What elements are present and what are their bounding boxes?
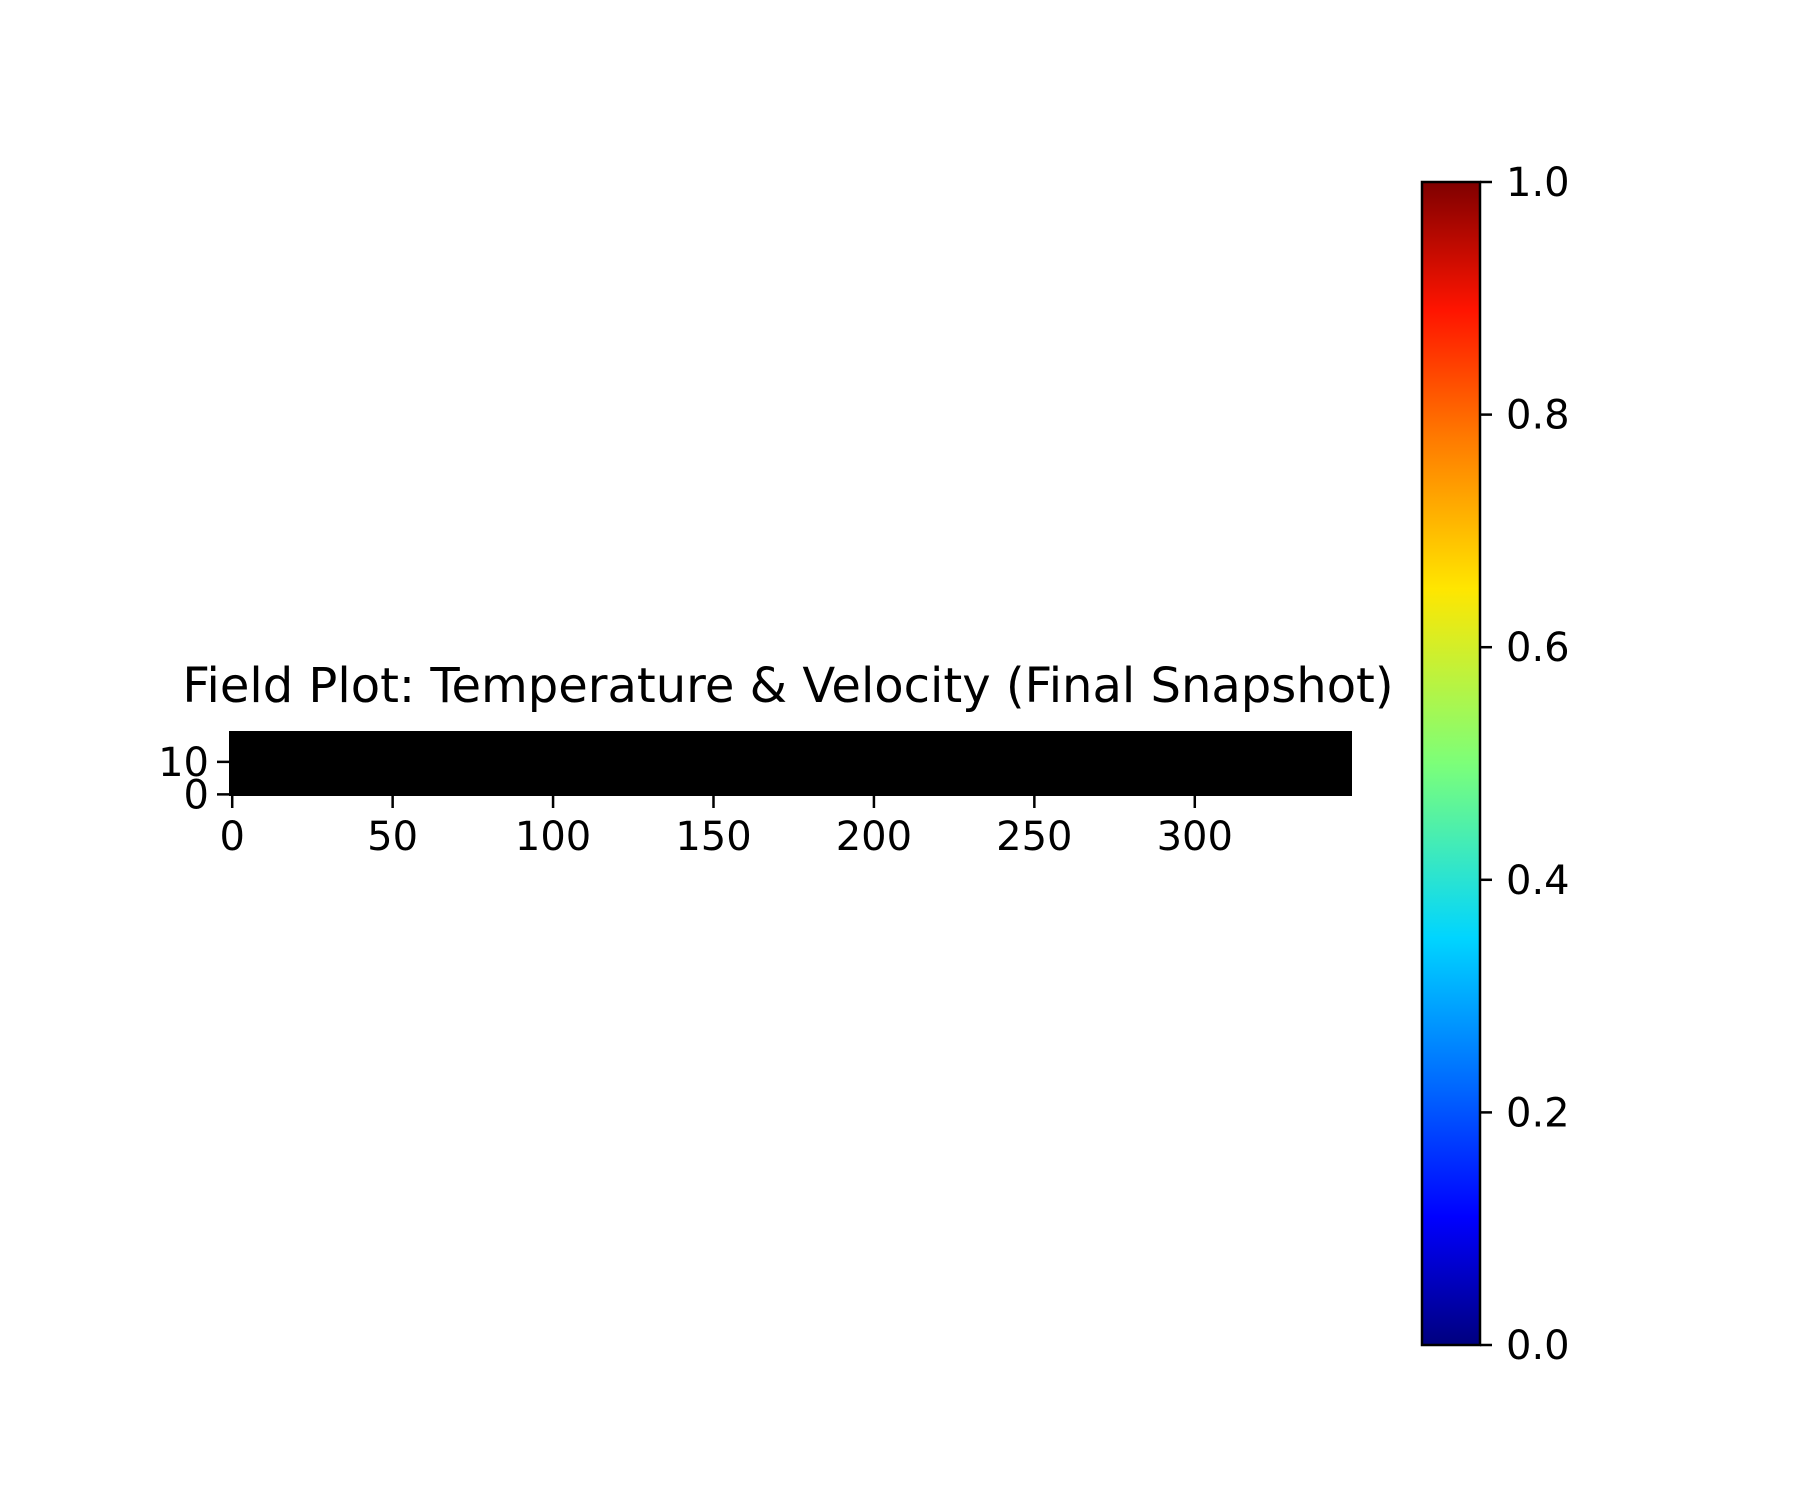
x-tick-label: 150 <box>675 814 751 860</box>
x-axis-ticks: 0 50 100 150 200 250 300 <box>219 796 1233 860</box>
colorbar: 0.0 0.2 0.4 0.6 0.8 1.0 <box>1420 160 1570 1369</box>
colorbar-ticks: 0.0 0.2 0.4 0.6 0.8 1.0 <box>1480 160 1570 1369</box>
y-tick-label: 10 <box>158 740 209 786</box>
x-tick-label: 300 <box>1157 814 1233 860</box>
colorbar-tick-label: 0.0 <box>1506 1323 1570 1369</box>
x-tick-label: 50 <box>367 814 418 860</box>
colorbar-tick-label: 1.0 <box>1506 160 1570 206</box>
colorbar-tick-label: 0.2 <box>1506 1090 1570 1136</box>
x-tick-label: 200 <box>836 814 912 860</box>
colorbar-tick-label: 0.4 <box>1506 858 1570 904</box>
colorbar-tick-label: 0.6 <box>1506 625 1570 671</box>
x-tick-label: 0 <box>219 814 244 860</box>
x-tick-label: 250 <box>996 814 1072 860</box>
y-axis-ticks: 010 <box>158 740 229 818</box>
heatmap-field <box>229 731 1352 796</box>
heatmap-axes: 0 50 100 150 200 250 300 010 <box>158 731 1352 860</box>
colorbar-gradient <box>1420 180 1482 1347</box>
chart-title: Field Plot: Temperature & Velocity (Fina… <box>182 658 1393 714</box>
x-tick-label: 100 <box>515 814 591 860</box>
colorbar-tick-label: 0.8 <box>1506 393 1570 439</box>
y-tick-label: 0 <box>184 772 209 818</box>
